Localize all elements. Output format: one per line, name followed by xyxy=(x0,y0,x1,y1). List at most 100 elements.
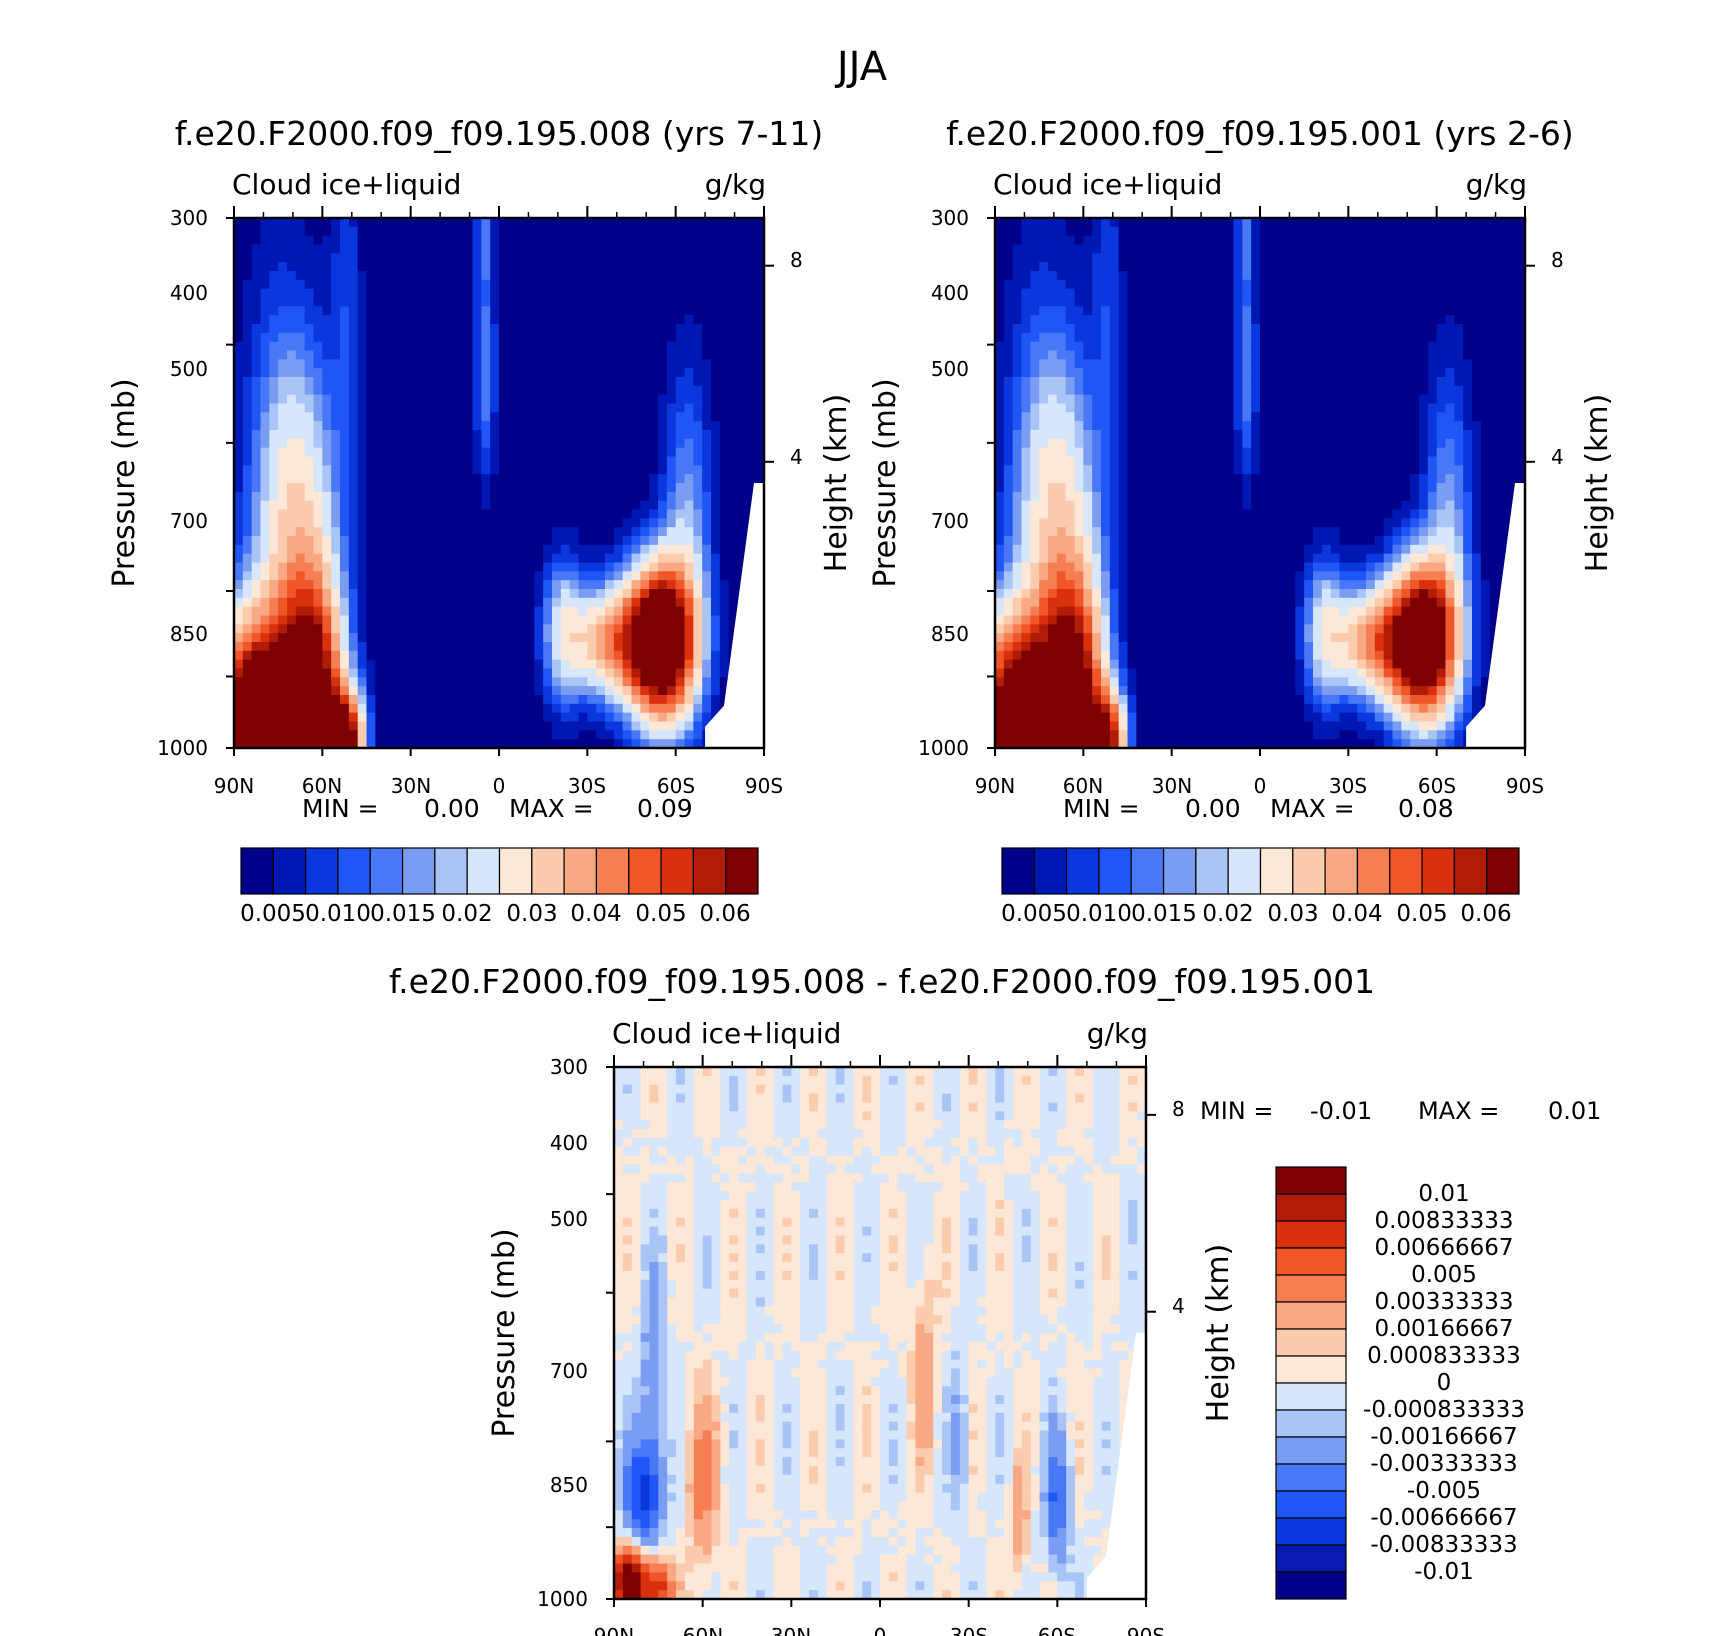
field-cell xyxy=(1021,279,1031,290)
field-cell xyxy=(472,633,482,643)
field-cell xyxy=(1507,368,1517,378)
field-cell xyxy=(1118,244,1129,254)
field-cell xyxy=(543,430,553,440)
field-cell xyxy=(507,606,518,617)
field-cell xyxy=(366,580,376,590)
field-cell xyxy=(401,686,412,696)
field-cell xyxy=(675,394,686,405)
field-cell xyxy=(1507,306,1517,316)
field-cell xyxy=(1392,324,1402,334)
field-cell xyxy=(401,438,412,449)
field-cell xyxy=(613,677,624,687)
field-cell xyxy=(348,430,359,440)
field-cell xyxy=(490,642,500,652)
field-cell xyxy=(543,695,553,705)
field-cell xyxy=(428,262,438,272)
field-cell xyxy=(640,218,650,228)
field-cell xyxy=(375,624,385,634)
field-cell xyxy=(348,377,359,387)
field-cell xyxy=(1383,315,1394,325)
field-cell xyxy=(401,527,412,537)
field-cell xyxy=(543,368,553,378)
field-cell xyxy=(295,703,306,714)
field-cell xyxy=(428,553,438,564)
field-cell xyxy=(278,624,288,634)
field-cell xyxy=(1180,288,1190,299)
field-cell xyxy=(304,394,315,405)
field-cell xyxy=(1048,271,1058,281)
field-cell xyxy=(287,615,297,625)
field-cell xyxy=(251,430,262,440)
field-cell xyxy=(1127,306,1137,316)
field-cell xyxy=(419,235,429,246)
field-cell xyxy=(516,244,527,254)
panel-1-max-value: 0.09 xyxy=(637,794,693,823)
field-cell xyxy=(454,642,465,652)
field-cell xyxy=(313,580,323,590)
field-cell xyxy=(1189,385,1199,396)
field-cell xyxy=(287,244,297,254)
field-cell xyxy=(463,421,474,431)
field-cell xyxy=(1419,288,1429,299)
field-cell xyxy=(304,703,315,714)
field-cell xyxy=(1321,218,1332,228)
field-cell xyxy=(251,253,262,263)
field-cell xyxy=(313,606,323,617)
field-cell xyxy=(640,403,650,413)
field-cell xyxy=(384,403,394,413)
field-cell xyxy=(613,465,624,475)
field-cell xyxy=(631,288,641,299)
field-cell xyxy=(534,456,544,466)
field-cell xyxy=(1277,271,1288,281)
field-cell xyxy=(1021,385,1031,396)
field-cell xyxy=(410,324,421,334)
field-cell xyxy=(401,650,412,661)
field-cell xyxy=(1366,341,1376,352)
field-cell xyxy=(684,686,694,696)
field-cell xyxy=(596,297,606,307)
field-cell xyxy=(525,394,535,405)
field-cell xyxy=(1401,359,1411,369)
field-cell xyxy=(472,421,482,431)
field-cell xyxy=(675,544,686,555)
field-cell xyxy=(702,500,712,511)
field-cell xyxy=(1109,403,1120,413)
field-cell xyxy=(666,377,677,387)
field-cell xyxy=(693,536,703,546)
field-cell xyxy=(490,518,500,528)
field-cell xyxy=(375,633,385,643)
field-cell xyxy=(1463,288,1473,299)
field-cell xyxy=(393,306,403,316)
field-cell xyxy=(543,615,553,625)
field-cell xyxy=(1383,368,1394,378)
field-cell xyxy=(1313,315,1323,325)
field-cell xyxy=(596,739,606,748)
field-cell xyxy=(1374,341,1385,352)
field-cell xyxy=(543,703,553,714)
field-cell xyxy=(260,438,270,449)
field-cell xyxy=(755,456,764,466)
field-cell xyxy=(587,695,597,705)
field-cell xyxy=(463,606,474,617)
field-cell xyxy=(1224,377,1235,387)
field-cell xyxy=(340,377,350,387)
field-cell xyxy=(560,279,571,290)
field-cell xyxy=(481,686,491,696)
field-cell xyxy=(313,668,323,678)
field-cell xyxy=(366,244,376,254)
field-cell xyxy=(658,703,668,714)
field-cell xyxy=(428,350,438,360)
field-cell xyxy=(755,332,764,343)
field-cell xyxy=(366,642,376,652)
field-cell xyxy=(481,288,491,299)
field-cell xyxy=(684,483,694,493)
field-cell xyxy=(693,271,703,281)
field-cell xyxy=(1056,262,1067,272)
field-cell xyxy=(1498,253,1508,263)
field-cell xyxy=(596,615,606,625)
field-cell xyxy=(631,624,641,634)
field-cell xyxy=(587,562,597,572)
field-cell xyxy=(1215,394,1226,405)
field-cell xyxy=(702,589,712,599)
field-cell xyxy=(728,518,739,528)
